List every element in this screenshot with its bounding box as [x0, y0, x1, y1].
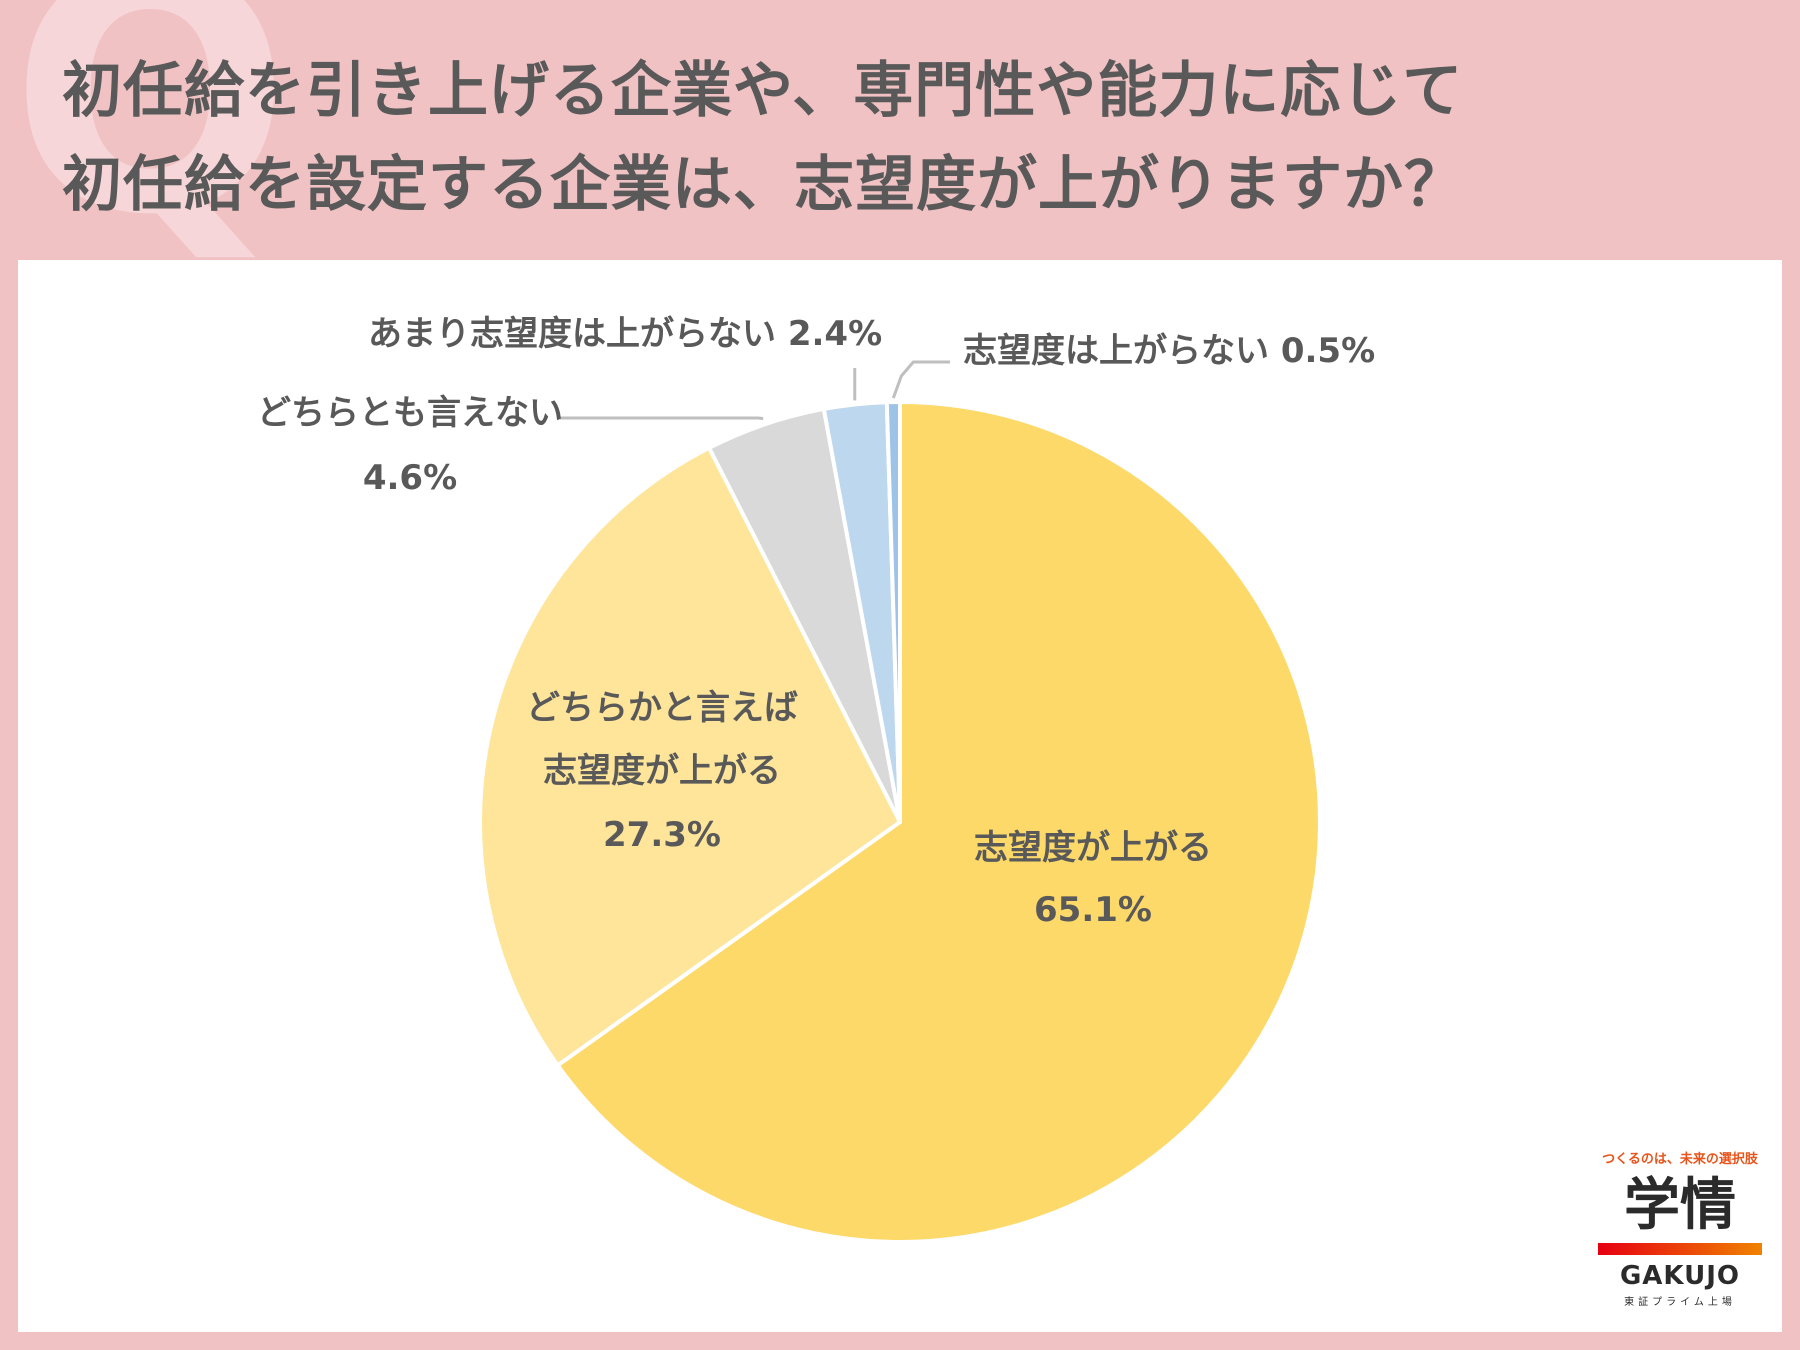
leader-line-dochiramo	[560, 416, 764, 421]
slice-label-amari: あまり志望度は上がらない 2.4%	[368, 314, 882, 354]
question-mark-decoration: Q	[10, 0, 291, 287]
pie-slice-4	[884, 400, 902, 824]
logo-latin: GAKUJO	[1619, 1261, 1741, 1291]
leader-line-agaranai	[891, 360, 950, 399]
pie-slice-1	[478, 445, 902, 1068]
pie-slice-0	[555, 400, 1322, 1244]
page-title: 初任給を引き上げる企業や、専門性や能力に応じて 初任給を設定する企業は、志望度が…	[62, 44, 1762, 232]
logo-kanji: 学情	[1624, 1173, 1736, 1238]
pie-slices	[478, 400, 1322, 1244]
slice-value-agaru: 65.1%	[1034, 890, 1152, 930]
slice-value-dochiramo: 4.6%	[363, 458, 457, 498]
title-line-1: 初任給を引き上げる企業や、専門性や能力に応じて	[62, 56, 1464, 126]
slice-label-agaru: 志望度が上がる	[974, 828, 1212, 868]
logo-sub: 東証プライム上場	[1624, 1297, 1736, 1308]
slice-label-dochiraka-line2: 志望度が上がる	[543, 751, 781, 791]
slice-label-dochiraka-line1: どちらかと言えば	[526, 688, 798, 728]
leader-lines	[560, 360, 950, 421]
slice-value-dochiraka: 27.3%	[603, 815, 721, 855]
title-line-2: 初任給を設定する企業は、志望度が上がりますか？	[62, 150, 1465, 220]
logo-bar	[1598, 1243, 1762, 1255]
logo-tagline: つくるのは、未来の選択肢	[1602, 1152, 1758, 1167]
slice-label-agaranai: 志望度は上がらない 0.5%	[963, 331, 1375, 371]
slice-label-dochiramo: どちらとも言えない	[257, 393, 563, 433]
gakujo-logo: つくるのは、未来の選択肢 学情 GAKUJO 東証プライム上場	[1590, 1148, 1770, 1308]
